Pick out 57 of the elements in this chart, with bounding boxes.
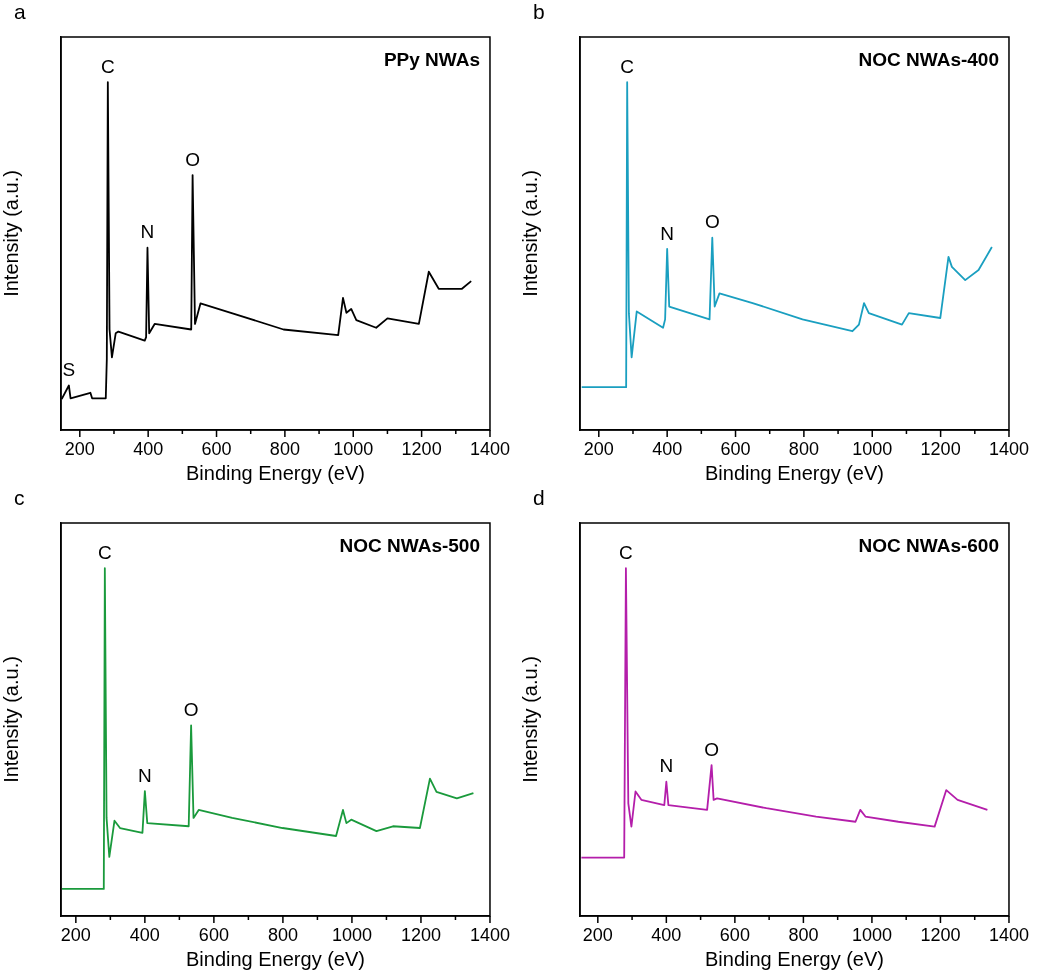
x-tick-label: 600 (198, 924, 229, 945)
y-axis-title: Intensity (a.u.) (518, 656, 541, 783)
x-axis-title: Binding Energy (eV) (186, 947, 365, 970)
x-tick-label: 1400 (469, 438, 510, 459)
x-tick-label: 400 (651, 924, 682, 945)
annotation: N (659, 755, 674, 777)
annotation: C (100, 55, 115, 77)
x-tick-label: 600 (201, 438, 232, 459)
y-axis-title: Intensity (a.u.) (518, 170, 541, 297)
annotation: N (140, 221, 155, 243)
annotation: O (183, 699, 199, 721)
x-tick-label: 1200 (920, 438, 961, 459)
annotation: S (62, 359, 76, 381)
annotation: C (620, 55, 635, 77)
x-tick-label: 200 (60, 924, 91, 945)
x-axis-title: Binding Energy (eV) (705, 947, 884, 970)
x-tick-label: 800 (788, 924, 819, 945)
x-tick-label: 400 (129, 924, 160, 945)
annotation: O (185, 148, 200, 170)
text: b (533, 0, 545, 24)
x-tick-label: 200 (583, 438, 614, 459)
x-tick-label: 200 (582, 924, 613, 945)
x-tick-label: 1000 (851, 924, 892, 945)
chart-title: PPy NWAs (383, 48, 480, 70)
chart-title: NOC NWAs-500 (339, 534, 480, 556)
x-tick-label: 400 (133, 438, 164, 459)
x-tick-label: 1200 (401, 438, 442, 459)
text: c (14, 486, 25, 510)
x-tick-label: 800 (267, 924, 298, 945)
x-tick-label: 400 (652, 438, 683, 459)
annotation: O (704, 738, 719, 760)
x-tick-label: 1400 (469, 924, 510, 945)
text: d (533, 486, 545, 510)
x-tick-label: 800 (269, 438, 300, 459)
x-tick-label: 1000 (852, 438, 893, 459)
x-tick-label: 1400 (988, 438, 1029, 459)
annotation: C (619, 541, 633, 563)
x-axis-title: Binding Energy (eV) (186, 461, 365, 484)
x-tick-label: 1000 (331, 924, 372, 945)
x-tick-label: 1000 (333, 438, 374, 459)
x-axis-title: Binding Energy (eV) (705, 461, 884, 484)
x-tick-label: 1200 (920, 924, 961, 945)
annotation: C (97, 541, 112, 563)
x-tick-label: 200 (64, 438, 95, 459)
x-tick-label: 600 (720, 438, 751, 459)
y-axis-title: Intensity (a.u.) (0, 170, 22, 297)
x-tick-label: 600 (719, 924, 750, 945)
y-axis-title: Intensity (a.u.) (0, 656, 22, 783)
chart-title: NOC NWAs-400 (858, 48, 999, 70)
x-tick-label: 1400 (988, 924, 1029, 945)
annotation: N (660, 222, 675, 244)
text: a (14, 0, 26, 24)
x-tick-label: 1200 (400, 924, 441, 945)
x-tick-label: 800 (788, 438, 819, 459)
annotation: O (704, 211, 720, 233)
chart-title: NOC NWAs-600 (858, 534, 999, 556)
annotation: N (138, 764, 152, 786)
